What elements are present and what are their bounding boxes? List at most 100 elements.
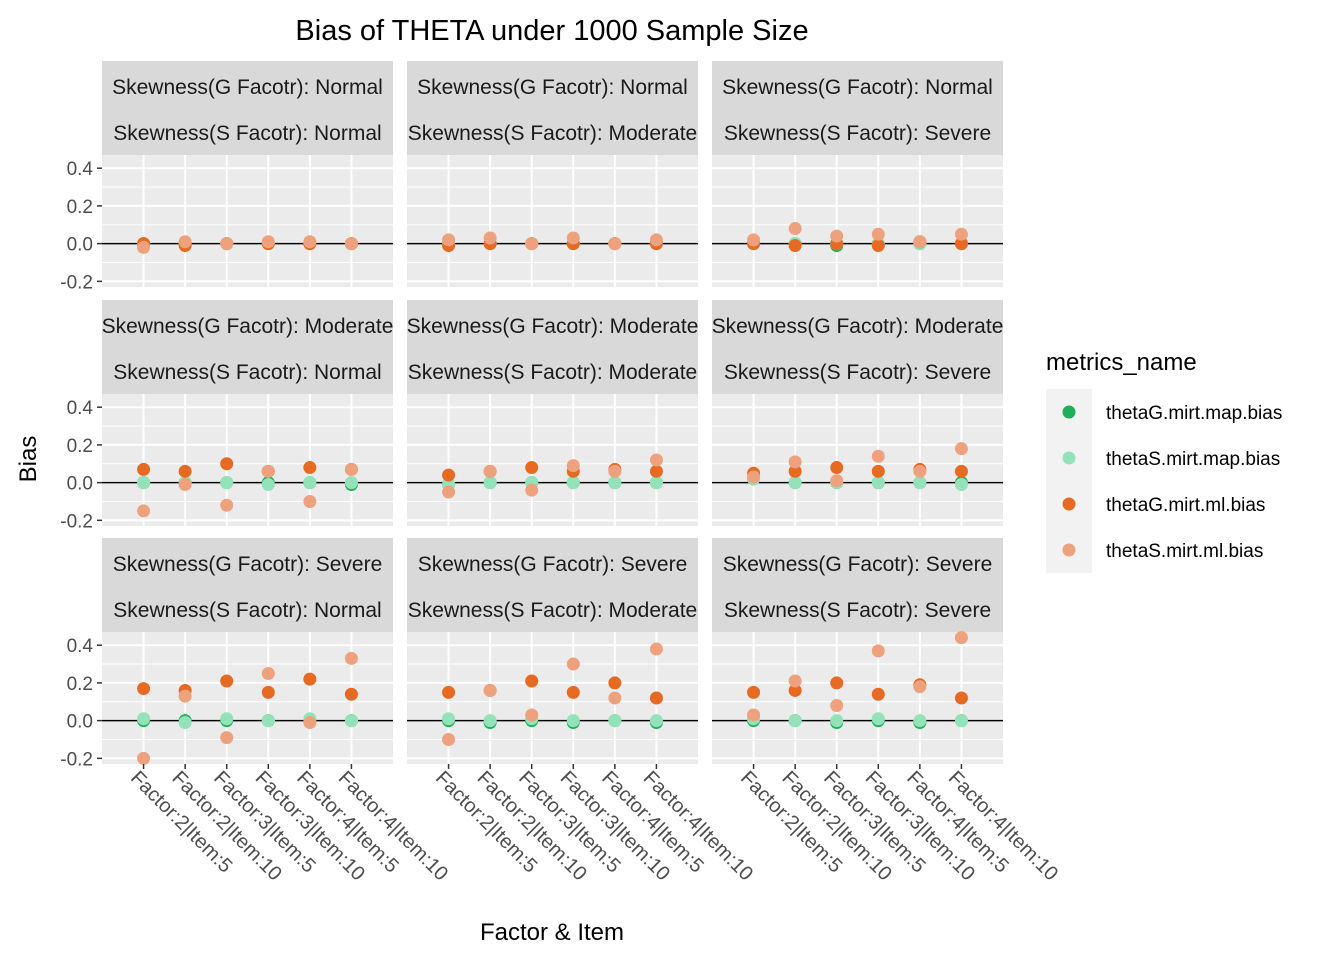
legend-label: thetaS.mirt.map.bias xyxy=(1106,449,1280,470)
panel-background xyxy=(407,632,698,764)
facet-strip xyxy=(102,300,393,395)
data-point xyxy=(747,233,761,247)
data-point xyxy=(871,687,885,701)
y-tick-label: 0.0 xyxy=(67,235,93,256)
y-tick-label: 0.2 xyxy=(67,197,93,218)
data-point xyxy=(566,231,580,245)
legend-marker xyxy=(1062,451,1076,465)
strip-label-g: Skewness(G Facotr): Severe xyxy=(723,553,993,576)
data-point xyxy=(649,476,663,490)
y-axis-title: Bias xyxy=(15,436,42,483)
panel-background xyxy=(102,632,393,764)
data-point xyxy=(344,714,358,728)
data-point xyxy=(344,462,358,476)
data-point xyxy=(913,714,927,728)
data-point xyxy=(483,714,497,728)
data-point xyxy=(344,476,358,490)
data-point xyxy=(220,476,234,490)
data-point xyxy=(483,683,497,697)
facet-panel: Skewness(G Facotr): Severe Skewness(S Fac… xyxy=(407,538,757,885)
y-tick-label: -0.2 xyxy=(60,511,93,532)
data-point xyxy=(525,461,539,475)
legend-marker xyxy=(1062,497,1076,511)
data-point xyxy=(442,712,456,726)
data-point xyxy=(303,461,317,475)
strip-label-g: Skewness(G Facotr): Normal xyxy=(722,76,993,99)
data-point xyxy=(608,676,622,690)
panel-background xyxy=(102,394,393,526)
data-point xyxy=(483,231,497,245)
data-point xyxy=(261,714,275,728)
data-point xyxy=(788,455,802,469)
data-point xyxy=(344,651,358,665)
data-point xyxy=(525,708,539,722)
data-point xyxy=(871,644,885,658)
data-point xyxy=(178,478,192,492)
data-point xyxy=(649,642,663,656)
facet-panel: Skewness(G Facotr): Moderate Skewness(S F… xyxy=(60,300,393,532)
strip-label-s: Skewness(S Facotr): Moderate xyxy=(408,361,697,384)
data-point xyxy=(871,476,885,490)
facet-panel: Skewness(G Facotr): Moderate Skewness(S F… xyxy=(407,300,698,526)
facet-strip xyxy=(407,300,698,395)
data-point xyxy=(442,485,456,499)
y-tick-label: 0.0 xyxy=(67,474,93,495)
strip-label-g: Skewness(G Facotr): Normal xyxy=(417,76,688,99)
data-point xyxy=(220,457,234,471)
data-point xyxy=(954,478,968,492)
data-point xyxy=(608,476,622,490)
y-tick-label: 0.4 xyxy=(67,636,94,657)
strip-label-s: Skewness(S Facotr): Severe xyxy=(724,599,991,622)
data-point xyxy=(788,714,802,728)
panel-background xyxy=(712,155,1003,287)
data-point xyxy=(788,464,802,478)
y-tick-label: -0.2 xyxy=(60,749,93,770)
data-point xyxy=(871,449,885,463)
data-point xyxy=(830,676,844,690)
facet-panel: Skewness(G Facotr): Normal Skewness(S Fac… xyxy=(712,61,1003,287)
data-point xyxy=(178,689,192,703)
x-axis-title: Factor & Item xyxy=(480,919,624,946)
data-point xyxy=(788,674,802,688)
facet-panel: Skewness(G Facotr): Normal Skewness(S Fac… xyxy=(60,61,393,293)
facet-strip xyxy=(407,538,698,633)
data-point xyxy=(344,687,358,701)
data-point xyxy=(608,237,622,251)
data-point xyxy=(525,237,539,251)
data-point xyxy=(137,240,151,254)
data-point xyxy=(261,464,275,478)
data-point xyxy=(649,714,663,728)
panel-background xyxy=(102,155,393,287)
strip-label-g: Skewness(G Facotr): Severe xyxy=(113,553,383,576)
data-point xyxy=(137,462,151,476)
data-point xyxy=(830,714,844,728)
data-point xyxy=(871,239,885,253)
data-point xyxy=(137,682,151,696)
data-point xyxy=(788,476,802,490)
data-point xyxy=(261,685,275,699)
data-point xyxy=(566,476,580,490)
data-point xyxy=(954,714,968,728)
data-point xyxy=(483,476,497,490)
strip-label-s: Skewness(S Facotr): Normal xyxy=(113,122,381,145)
data-point xyxy=(913,476,927,490)
data-point xyxy=(566,657,580,671)
data-point xyxy=(649,233,663,247)
panel-background xyxy=(712,394,1003,526)
data-point xyxy=(261,235,275,249)
data-point xyxy=(303,235,317,249)
data-point xyxy=(830,474,844,488)
data-point xyxy=(220,498,234,512)
data-point xyxy=(303,476,317,490)
data-point xyxy=(137,751,151,765)
data-point xyxy=(442,732,456,746)
facet-panel: Skewness(G Facotr): Normal Skewness(S Fac… xyxy=(407,61,698,287)
data-point xyxy=(220,712,234,726)
data-point xyxy=(344,237,358,251)
data-point xyxy=(649,453,663,467)
data-point xyxy=(608,714,622,728)
data-point xyxy=(178,716,192,730)
strip-label-g: Skewness(G Facotr): Severe xyxy=(418,553,688,576)
data-point xyxy=(608,464,622,478)
strip-label-s: Skewness(S Facotr): Normal xyxy=(113,599,381,622)
